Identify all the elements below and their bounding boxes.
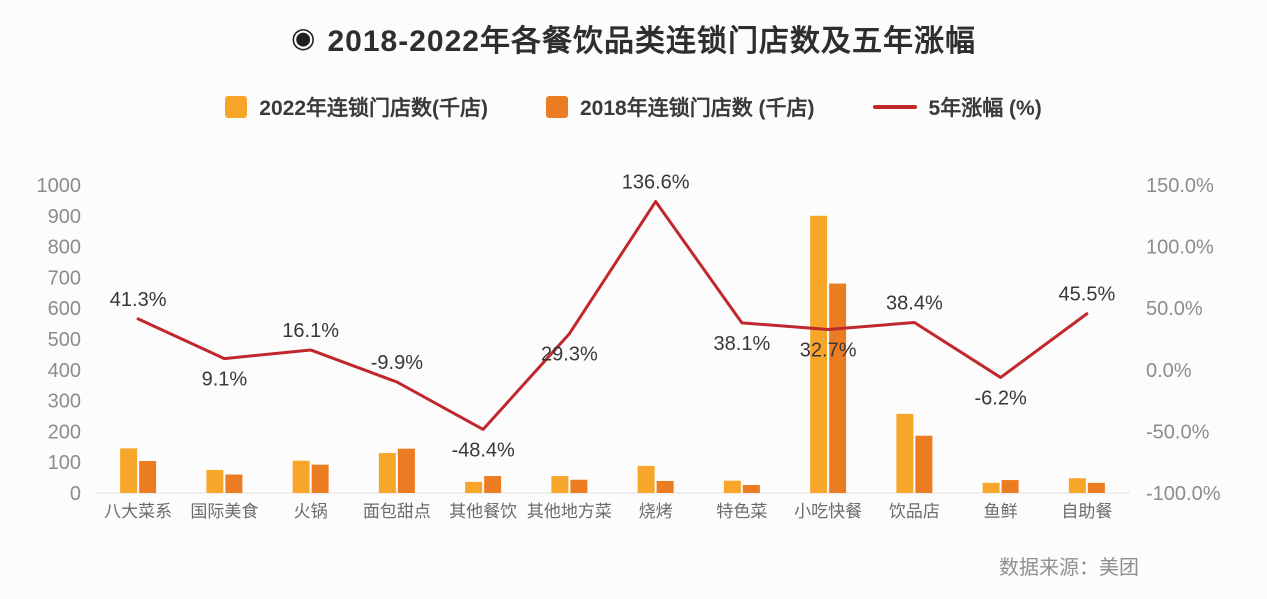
legend-item-2022-bars: 2022年连锁门店数(千店) [225, 92, 488, 122]
bar-2022 [1068, 478, 1086, 493]
bar-2018 [829, 283, 847, 493]
growth-point-label: 38.1% [714, 333, 771, 355]
category-label: 烧烤 [639, 502, 673, 521]
bar-2018 [1087, 482, 1105, 493]
bar-2018 [225, 474, 243, 493]
bar-2022 [896, 413, 914, 493]
legend-label-2022: 2022年连锁门店数(千店) [259, 97, 488, 120]
left-axis-tick-label: 700 [48, 267, 81, 289]
growth-point-label: 16.1% [282, 320, 339, 342]
category-label: 饮品店 [889, 502, 940, 521]
bar-2018 [656, 480, 674, 493]
category-label: 自助餐 [1061, 502, 1112, 521]
bar-2022 [637, 465, 655, 493]
right-axis-tick-label: 100.0% [1146, 237, 1214, 259]
legend-label-2018: 2018年连锁门店数 (千店) [579, 97, 815, 120]
bar-2022 [551, 476, 569, 493]
bar-2018 [397, 448, 415, 493]
bar-2022 [378, 452, 396, 493]
left-axis-tick-label: 600 [48, 298, 81, 320]
right-axis-tick-label: 150.0% [1146, 175, 1214, 197]
bar-2018 [1001, 480, 1019, 493]
page-title: 2018-2022年各餐饮品类连锁门店数及五年涨幅 [327, 25, 976, 58]
bullseye-icon: ◉ [291, 22, 316, 53]
growth-point-label: 32.7% [800, 340, 857, 362]
right-axis-tick-label: 50.0% [1146, 298, 1203, 320]
legend-item-growth-line: 5年涨幅 (%) [872, 92, 1042, 122]
left-axis-tick-label: 100 [48, 452, 81, 474]
growth-point-label: -9.9% [371, 352, 423, 374]
growth-point-label: 38.4% [886, 292, 943, 314]
bar-2022 [982, 482, 1000, 493]
left-axis-tick-label: 900 [48, 206, 81, 228]
growth-point-label: -6.2% [975, 387, 1027, 409]
bar-2022 [723, 480, 741, 493]
right-axis-tick-label: -50.0% [1146, 421, 1210, 443]
bar-2018 [915, 435, 933, 493]
category-label: 特色菜 [716, 502, 767, 521]
source-note: 数据来源：美团 [999, 557, 1139, 579]
left-axis-tick-label: 500 [48, 329, 81, 351]
left-axis-tick-label: 800 [48, 237, 81, 259]
bar-2022 [120, 448, 138, 493]
right-axis-tick-label: -100.0% [1146, 483, 1221, 505]
growth-point-label: -48.4% [451, 439, 515, 461]
bar-2018 [742, 484, 760, 493]
legend-item-2018-bars: 2018年连锁门店数 (千店) [545, 92, 815, 122]
growth-point-label: 41.3% [110, 289, 167, 311]
left-axis-tick-label: 200 [48, 421, 81, 443]
growth-point-label: 29.3% [541, 344, 598, 366]
growth-line [136, 200, 1089, 431]
category-label: 面包甜点 [363, 502, 431, 521]
category-label: 鱼鲜 [984, 502, 1018, 521]
bar-2018 [570, 479, 588, 493]
chart-legend: 2022年连锁门店数(千店) 2018年连锁门店数 (千店) 5年涨幅 (%) [0, 92, 1267, 122]
category-label: 小吃快餐 [794, 502, 862, 521]
bar-2018 [311, 464, 329, 493]
chart-title-row: ◉ 2018-2022年各餐饮品类连锁门店数及五年涨幅 [0, 16, 1267, 60]
legend-label-growth: 5年涨幅 (%) [928, 97, 1042, 120]
legend-swatch-2022-icon [225, 96, 248, 118]
left-axis-tick-label: 400 [48, 360, 81, 382]
growth-point-label: 136.6% [622, 172, 690, 194]
bar-2022 [810, 215, 828, 494]
legend-swatch-2018-icon [545, 96, 568, 118]
category-label: 火锅 [294, 502, 328, 521]
growth-point-label: 9.1% [202, 369, 248, 391]
bar-2018 [484, 476, 502, 493]
left-axis-tick-label: 0 [70, 483, 81, 505]
bar-2018 [139, 460, 157, 493]
bar-2022 [206, 469, 224, 493]
growth-point-label: 45.5% [1059, 284, 1116, 306]
bar-2022 [465, 481, 483, 493]
category-label: 其他餐饮 [449, 502, 517, 521]
category-label: 八大菜系 [104, 502, 172, 521]
left-axis-tick-label: 300 [48, 391, 81, 413]
left-axis-tick-label: 1000 [37, 175, 82, 197]
right-axis-tick-label: 0.0% [1146, 360, 1192, 382]
category-label: 国际美食 [190, 502, 258, 521]
bar-2022 [292, 460, 310, 493]
category-label: 其他地方菜 [527, 502, 612, 521]
legend-swatch-growth-line-icon [872, 105, 917, 109]
